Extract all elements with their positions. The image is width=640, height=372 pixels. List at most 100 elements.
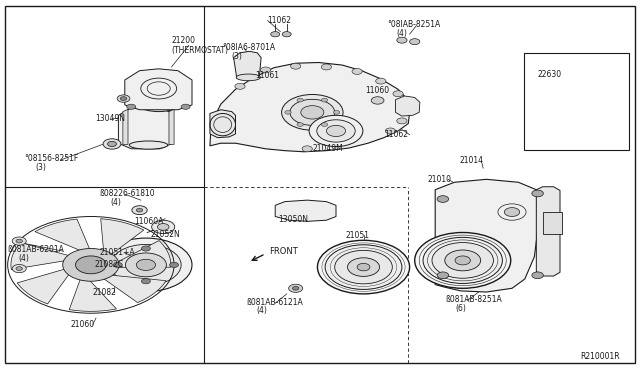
- Polygon shape: [11, 243, 69, 270]
- Circle shape: [317, 120, 355, 142]
- Circle shape: [120, 97, 127, 100]
- Text: 11061: 11061: [255, 71, 279, 80]
- Polygon shape: [35, 219, 90, 250]
- Circle shape: [128, 76, 189, 112]
- Polygon shape: [539, 99, 559, 113]
- Polygon shape: [275, 200, 336, 221]
- Polygon shape: [543, 107, 556, 113]
- Circle shape: [302, 146, 312, 152]
- Text: 21200
(THERMOSTAT): 21200 (THERMOSTAT): [172, 36, 228, 55]
- Text: 11062: 11062: [384, 130, 408, 139]
- Text: (4): (4): [18, 254, 29, 263]
- Text: (3): (3): [232, 52, 243, 61]
- Circle shape: [532, 272, 543, 279]
- Circle shape: [326, 125, 346, 137]
- Circle shape: [16, 267, 22, 270]
- Text: (4): (4): [256, 307, 267, 315]
- Circle shape: [423, 237, 502, 283]
- Text: 21082: 21082: [93, 288, 116, 296]
- Circle shape: [138, 81, 180, 106]
- Circle shape: [271, 32, 280, 37]
- Circle shape: [321, 123, 328, 126]
- Polygon shape: [117, 241, 171, 268]
- Circle shape: [12, 264, 26, 273]
- Circle shape: [291, 63, 301, 69]
- Polygon shape: [17, 269, 69, 304]
- Circle shape: [282, 94, 343, 130]
- Ellipse shape: [236, 74, 260, 81]
- Circle shape: [321, 64, 332, 70]
- Polygon shape: [118, 108, 173, 149]
- Circle shape: [325, 245, 402, 289]
- Circle shape: [127, 104, 136, 109]
- Text: (4): (4): [110, 198, 121, 207]
- Circle shape: [415, 232, 511, 288]
- Circle shape: [282, 32, 291, 37]
- Polygon shape: [435, 179, 541, 292]
- Circle shape: [297, 98, 303, 102]
- Circle shape: [76, 256, 106, 274]
- Circle shape: [157, 224, 169, 230]
- Circle shape: [393, 91, 403, 97]
- Text: 21052N: 21052N: [150, 230, 180, 239]
- Circle shape: [437, 196, 449, 202]
- Circle shape: [455, 256, 470, 265]
- Circle shape: [170, 262, 179, 267]
- Circle shape: [103, 139, 121, 149]
- Circle shape: [397, 37, 407, 43]
- Circle shape: [141, 279, 150, 284]
- Circle shape: [132, 206, 147, 215]
- Polygon shape: [123, 109, 128, 144]
- Text: 11060A: 11060A: [134, 217, 164, 226]
- Polygon shape: [104, 275, 166, 303]
- Circle shape: [317, 240, 410, 294]
- Circle shape: [136, 208, 143, 212]
- Text: ß081AB-6201A: ß081AB-6201A: [8, 245, 65, 254]
- Text: 13049N: 13049N: [95, 114, 125, 123]
- Circle shape: [136, 259, 156, 270]
- Text: °08IAB-8251A: °08IAB-8251A: [387, 20, 440, 29]
- Circle shape: [297, 123, 303, 126]
- Polygon shape: [543, 212, 562, 234]
- Circle shape: [289, 284, 303, 292]
- Circle shape: [290, 99, 335, 125]
- Text: 21082C: 21082C: [95, 260, 124, 269]
- Circle shape: [111, 244, 181, 285]
- Circle shape: [113, 262, 122, 267]
- Text: °08IA6-8701A: °08IA6-8701A: [223, 43, 276, 52]
- Text: 11062: 11062: [268, 16, 292, 25]
- Circle shape: [445, 250, 481, 271]
- Circle shape: [410, 39, 420, 45]
- Circle shape: [141, 246, 150, 251]
- Ellipse shape: [129, 141, 168, 149]
- Circle shape: [399, 104, 410, 110]
- Text: R210001R: R210001R: [580, 352, 620, 361]
- Circle shape: [235, 83, 245, 89]
- Circle shape: [385, 128, 396, 134]
- Text: 21051+A: 21051+A: [99, 248, 135, 257]
- Text: ß08226-61810: ß08226-61810: [99, 189, 155, 198]
- Circle shape: [260, 67, 271, 73]
- Text: °08156-8251F: °08156-8251F: [24, 154, 79, 163]
- Circle shape: [117, 95, 130, 102]
- Circle shape: [301, 106, 324, 119]
- Circle shape: [321, 98, 328, 102]
- Circle shape: [376, 78, 386, 84]
- Circle shape: [437, 272, 449, 279]
- Circle shape: [371, 97, 384, 104]
- Circle shape: [309, 115, 363, 147]
- Circle shape: [100, 238, 192, 292]
- Circle shape: [16, 239, 22, 243]
- Circle shape: [149, 88, 168, 99]
- Polygon shape: [396, 96, 420, 116]
- Polygon shape: [125, 69, 192, 110]
- Circle shape: [532, 190, 543, 197]
- Text: 13050N: 13050N: [278, 215, 308, 224]
- Text: 11060: 11060: [365, 86, 389, 94]
- Text: 22630: 22630: [537, 70, 561, 79]
- Text: FRONT: FRONT: [269, 247, 298, 256]
- Circle shape: [152, 220, 175, 234]
- Polygon shape: [210, 110, 236, 138]
- Bar: [524, 53, 629, 150]
- Circle shape: [12, 237, 26, 245]
